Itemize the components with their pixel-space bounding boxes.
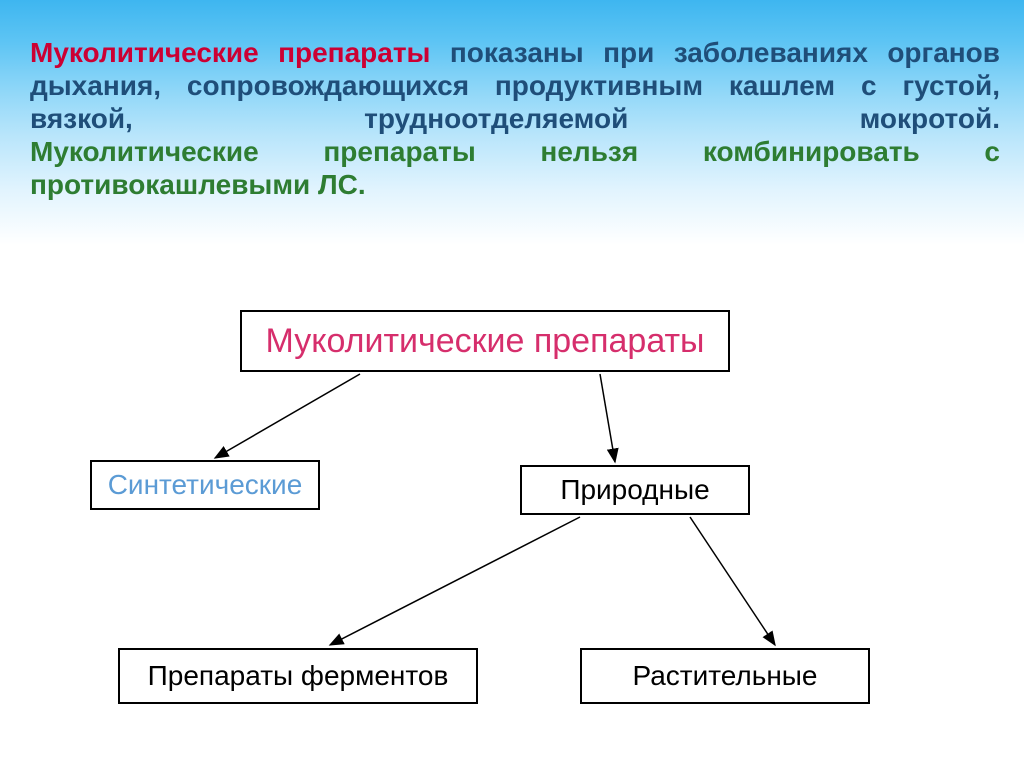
node-root: Муколитические препараты (240, 310, 730, 372)
node-synthetic: Синтетические (90, 460, 320, 510)
node-natural-label: Природные (560, 474, 709, 506)
node-natural: Природные (520, 465, 750, 515)
node-enzymes: Препараты ферментов (118, 648, 478, 704)
node-root-label: Муколитические препараты (266, 322, 705, 361)
node-plant: Растительные (580, 648, 870, 704)
classification-diagram: Муколитические препараты Синтетические П… (0, 0, 1024, 767)
node-plant-label: Растительные (632, 660, 817, 692)
node-synthetic-label: Синтетические (108, 469, 303, 501)
node-enzymes-label: Препараты ферментов (148, 660, 449, 692)
